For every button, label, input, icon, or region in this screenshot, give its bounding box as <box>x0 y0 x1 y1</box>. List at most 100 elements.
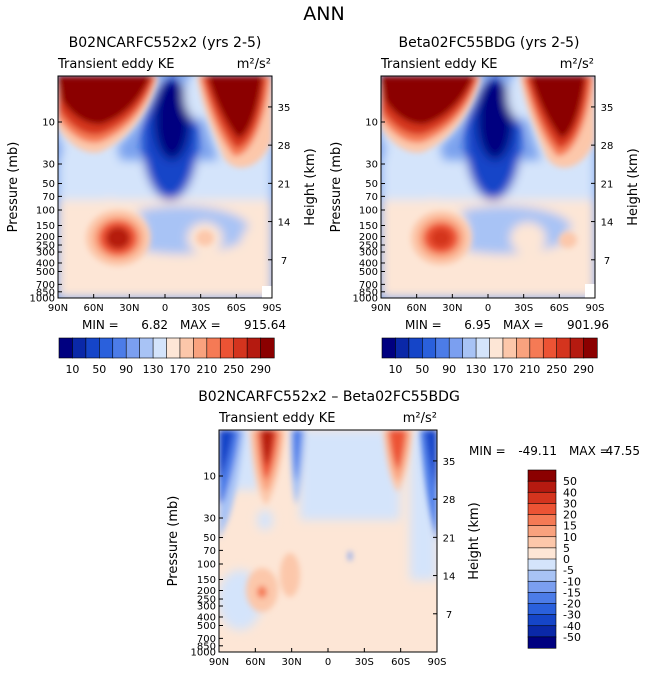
colorbar-swatch <box>529 337 544 359</box>
y-tick-label: 70 <box>365 192 378 203</box>
y-tick-label: 400 <box>36 258 55 269</box>
y-tick-label: 250 <box>36 241 55 252</box>
colorbar-swatch <box>556 337 571 359</box>
colorbar-label: -15 <box>563 586 581 599</box>
panel-b-ylabel-right: Height (km) <box>626 148 641 225</box>
colorbar-swatch <box>527 625 557 638</box>
colorbar-swatch <box>527 525 557 538</box>
y-tick-label: 700 <box>197 634 216 645</box>
panel-a-max-label: MAX = <box>180 318 221 332</box>
y-tick-label: 250 <box>359 241 378 252</box>
colorbar-label: 170 <box>169 363 190 376</box>
colorbar-swatch <box>527 480 557 493</box>
colorbar-label: 40 <box>563 486 577 499</box>
y-tick-label: 400 <box>197 612 216 623</box>
height-tick-label: 14 <box>443 572 456 583</box>
y-tick-label: 1000 <box>30 294 55 305</box>
colorbar-swatch <box>395 337 410 359</box>
y-tick-label: 400 <box>359 258 378 269</box>
colorbar-swatch <box>527 558 557 571</box>
height-tick-label: 7 <box>281 256 287 267</box>
x-tick-label: 30N <box>442 303 462 314</box>
colorbar-label: 20 <box>563 509 577 522</box>
colorbar-swatch <box>583 337 598 359</box>
height-tick-label: 28 <box>443 495 456 506</box>
x-tick-label: 0 <box>485 303 491 314</box>
panel-a: B02NCARFC552x2 (yrs 2-5) Transient eddy … <box>6 35 318 376</box>
colorbar-label: 50 <box>415 363 429 376</box>
height-tick-label: 35 <box>278 103 291 114</box>
colorbar-label: 250 <box>223 363 244 376</box>
colorbar-label: -10 <box>563 575 581 588</box>
colorbar-swatch <box>527 569 557 582</box>
y-tick-label: 100 <box>197 560 216 571</box>
colorbar-swatch <box>166 337 181 359</box>
panel-a-ylabel-right: Height (km) <box>303 148 318 225</box>
colorbar-label: 250 <box>546 363 567 376</box>
colorbar-swatch <box>489 337 504 359</box>
colorbar-label: 290 <box>250 363 271 376</box>
height-tick-label: 7 <box>604 256 610 267</box>
colorbar-label: -5 <box>563 564 574 577</box>
colorbar-swatch <box>527 580 557 593</box>
y-tick-label: 700 <box>36 280 55 291</box>
y-tick-label: 250 <box>197 595 216 606</box>
panel-c-title: B02NCARFC552x2 – Beta02FC55BDG <box>198 389 460 405</box>
y-tick-label: 850 <box>359 287 378 298</box>
x-tick-label: 60N <box>84 303 104 314</box>
y-tick-label: 500 <box>359 267 378 278</box>
colorbar-label: 10 <box>65 363 79 376</box>
height-tick-label: 14 <box>278 218 291 229</box>
colorbar-swatch <box>527 592 557 605</box>
height-tick-label: 35 <box>443 457 456 468</box>
x-tick-label: 90N <box>209 657 229 668</box>
panel-a-min-value: 6.82 <box>141 318 168 332</box>
colorbar-swatch <box>125 337 141 359</box>
x-tick-label: 0 <box>325 657 331 668</box>
colorbar-label: -50 <box>563 631 581 644</box>
y-tick-label: 150 <box>359 221 378 232</box>
y-tick-label: 500 <box>197 621 216 632</box>
y-tick-label: 200 <box>36 232 55 243</box>
colorbar-label: 15 <box>563 520 577 533</box>
panel-c-min-value: -49.11 <box>518 444 557 458</box>
y-tick-label: 100 <box>359 206 378 217</box>
colorbar-swatch <box>527 614 557 627</box>
x-tick-label: 60S <box>227 303 246 314</box>
colorbar-swatch <box>462 337 477 359</box>
x-tick-label: 60N <box>245 657 265 668</box>
colorbar-swatch <box>219 337 235 359</box>
y-tick-label: 30 <box>365 159 378 170</box>
y-tick-label: 850 <box>36 287 55 298</box>
panel-b-min-value: 6.95 <box>464 318 491 332</box>
x-tick-label: 90N <box>48 303 68 314</box>
height-tick-label: 21 <box>278 179 291 190</box>
panel-c-min-label: MIN = <box>469 444 506 458</box>
colorbar-label: 290 <box>573 363 594 376</box>
colorbar-label: 90 <box>442 363 456 376</box>
colorbar-label: 5 <box>563 542 570 555</box>
x-tick-label: 30S <box>514 303 533 314</box>
height-tick-label: 28 <box>278 141 291 152</box>
panel-a-min-label: MIN = <box>82 318 119 332</box>
panel-a-field <box>58 76 272 298</box>
y-tick-label: 70 <box>203 546 216 557</box>
x-tick-label: 60S <box>391 657 410 668</box>
x-tick-label: 30S <box>355 657 374 668</box>
panel-c-max-label: MAX = <box>569 444 610 458</box>
colorbar-swatch <box>112 337 127 359</box>
x-tick-label: 30N <box>282 657 302 668</box>
colorbar-label: -40 <box>563 620 581 633</box>
panel-c-max-value: 47.55 <box>606 444 640 458</box>
height-tick-label: 14 <box>601 218 614 229</box>
colorbar-label: 50 <box>563 475 577 488</box>
panel-a-max-value: 915.64 <box>244 318 286 332</box>
panel-b-max-value: 901.96 <box>567 318 609 332</box>
colorbar-swatch <box>72 337 87 359</box>
y-tick-label: 300 <box>36 247 55 258</box>
x-tick-label: 90S <box>262 303 281 314</box>
y-tick-label: 50 <box>42 179 55 190</box>
colorbar-swatch <box>58 337 74 359</box>
y-tick-label: 850 <box>197 641 216 652</box>
